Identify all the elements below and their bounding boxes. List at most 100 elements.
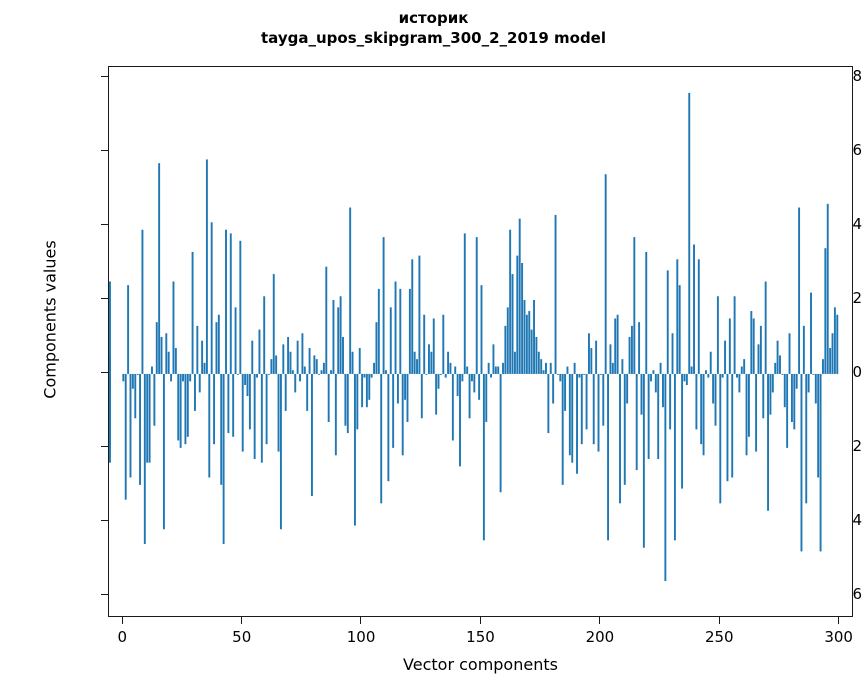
bar: [786, 373, 789, 448]
bar: [640, 373, 643, 415]
bar: [301, 333, 304, 374]
y-tick-mark: [101, 520, 108, 522]
bar: [779, 355, 781, 374]
bar: [810, 292, 812, 374]
bar: [344, 373, 347, 426]
bar: [745, 373, 748, 456]
y-tick-mark: [101, 446, 108, 448]
bar: [683, 373, 686, 382]
bar: [726, 373, 729, 482]
bar: [423, 314, 426, 374]
bar: [559, 373, 562, 382]
bar: [731, 373, 734, 478]
y-tick-mark: [101, 298, 108, 300]
bar: [736, 373, 738, 378]
bar: [282, 344, 285, 374]
bar: [774, 362, 777, 374]
bar: [279, 373, 282, 530]
bar: [802, 325, 805, 374]
bar: [466, 366, 469, 374]
x-tick-mark: [479, 617, 481, 624]
bar: [609, 344, 612, 374]
bar: [642, 373, 645, 548]
bar: [793, 373, 796, 430]
bar: [619, 373, 621, 504]
x-axis-label: Vector components: [403, 655, 558, 674]
bar: [162, 373, 165, 530]
bar: [287, 336, 290, 374]
x-tick-label: 100: [346, 628, 376, 646]
bar: [380, 373, 383, 504]
bar: [478, 373, 481, 400]
bar: [256, 373, 258, 378]
bar: [743, 359, 746, 374]
bar: [700, 373, 703, 445]
bar: [705, 370, 707, 374]
bar: [535, 336, 538, 374]
bar: [299, 373, 301, 382]
bar: [554, 214, 557, 374]
bar: [616, 314, 619, 374]
bar: [473, 373, 476, 393]
bar: [645, 251, 648, 374]
bar: [626, 373, 629, 404]
bar: [666, 270, 669, 374]
bar: [728, 318, 731, 374]
bar: [306, 373, 309, 411]
bar: [401, 373, 404, 456]
bar: [490, 373, 493, 378]
bar: [487, 362, 490, 374]
bar: [353, 373, 356, 526]
bar: [127, 285, 130, 374]
bar: [788, 333, 791, 374]
bar: [244, 373, 247, 386]
bar: [109, 373, 111, 463]
bar: [592, 373, 595, 445]
bar: [461, 373, 464, 382]
bar: [669, 373, 672, 430]
x-tick-label: 200: [585, 628, 615, 646]
bar: [721, 373, 724, 378]
bar: [499, 373, 502, 493]
bar: [370, 373, 373, 378]
bar: [528, 311, 531, 374]
bar: [769, 373, 772, 415]
bar: [676, 259, 679, 374]
bar: [771, 373, 774, 393]
bar: [208, 373, 211, 478]
bar: [783, 373, 786, 408]
chart-title: историк tayga_upos_skipgram_300_2_2019 m…: [0, 8, 867, 48]
bar: [712, 373, 715, 404]
bar: [165, 333, 168, 374]
bar: [337, 307, 340, 374]
bar: [798, 207, 801, 374]
bar: [707, 373, 710, 378]
bar: [451, 373, 454, 441]
bar: [411, 259, 414, 374]
bar: [134, 373, 137, 419]
bar: [513, 351, 516, 374]
bar: [678, 285, 681, 374]
bar: [234, 307, 237, 374]
bar: [229, 233, 232, 374]
bar: [542, 370, 545, 374]
bar: [275, 355, 278, 374]
bar: [654, 373, 657, 393]
bar: [595, 340, 598, 374]
bar: [160, 336, 163, 374]
bar: [671, 333, 674, 374]
bar: [189, 373, 192, 382]
bar: [232, 373, 235, 437]
bar: [611, 362, 614, 374]
bar: [733, 296, 736, 374]
bar: [139, 373, 141, 485]
bar: [447, 351, 450, 374]
bar: [389, 307, 392, 374]
bar: [136, 373, 139, 375]
bar: [747, 373, 750, 437]
bar: [564, 373, 567, 411]
bar: [363, 373, 366, 378]
bar: [702, 373, 705, 456]
bar: [315, 359, 318, 374]
chart-title-line-2: tayga_upos_skipgram_300_2_2019 model: [261, 29, 606, 47]
